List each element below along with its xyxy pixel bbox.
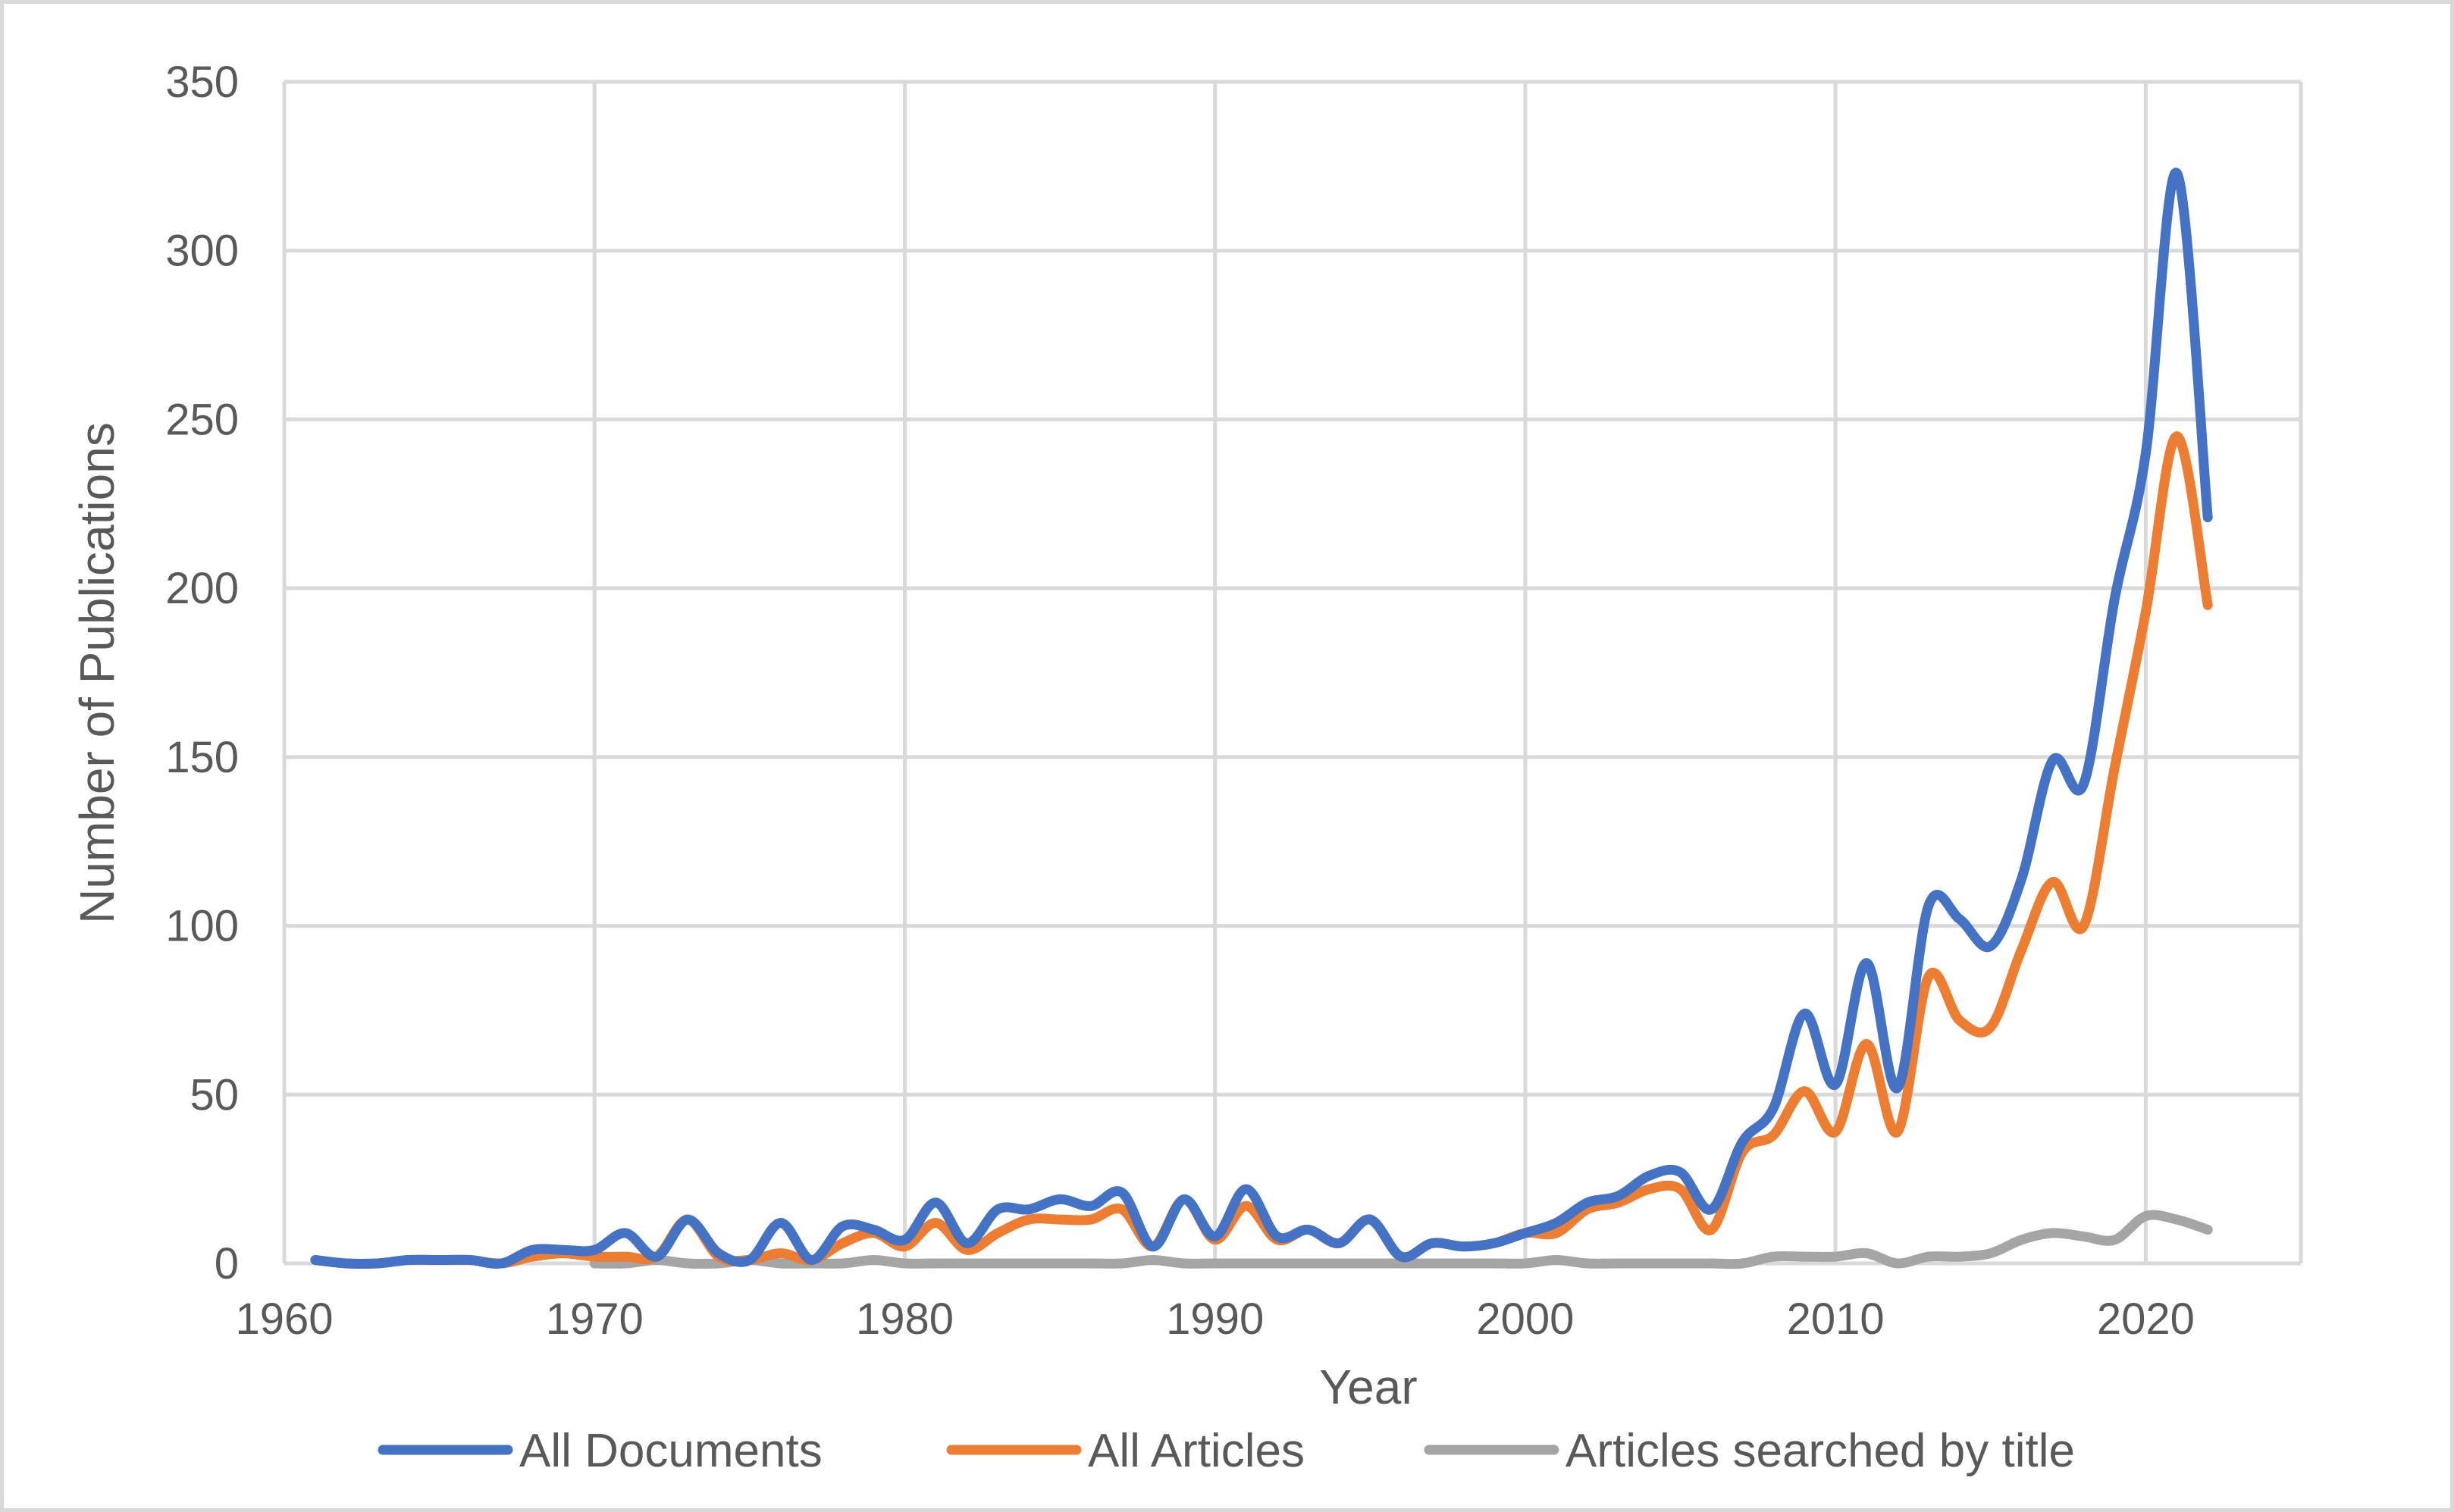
- legend-label-all-articles: All Articles: [1088, 1425, 1305, 1477]
- series-lines: [310, 167, 2213, 1269]
- series-line-articles-searched-by-title: [589, 1210, 2213, 1269]
- y-tick-label: 0: [215, 1239, 239, 1288]
- x-axis-title: Year: [1319, 1360, 1417, 1414]
- x-tick-label: 1960: [235, 1294, 333, 1344]
- x-tick-labels: 1960 1970 1980 1990 2000 2010 2020: [235, 1294, 2194, 1344]
- y-tick-labels: 0 50 100 150 200 250 300 350: [165, 58, 239, 1288]
- x-tick-label: 2010: [1787, 1294, 1885, 1344]
- series-line-all-documents: [310, 167, 2213, 1269]
- series-line-all-articles: [310, 431, 2213, 1269]
- y-tick-label: 250: [165, 395, 239, 444]
- y-tick-label: 100: [165, 902, 239, 951]
- y-tick-label: 300: [165, 227, 239, 276]
- x-tick-label: 1970: [546, 1294, 644, 1344]
- y-tick-label: 50: [190, 1070, 239, 1119]
- legend: All Documents All Articles Articles search…: [378, 1425, 2075, 1477]
- x-tick-label: 2020: [2097, 1294, 2195, 1344]
- y-tick-label: 200: [165, 564, 239, 613]
- y-tick-label: 350: [165, 58, 239, 107]
- y-axis-title: Number of Publications: [70, 422, 124, 924]
- gridlines: [282, 80, 2303, 1266]
- legend-label-all-documents: All Documents: [519, 1425, 823, 1477]
- legend-label-articles-searched-by-title: Articles searched by title: [1565, 1425, 2075, 1477]
- x-tick-label: 1980: [856, 1294, 954, 1344]
- x-tick-label: 1990: [1166, 1294, 1264, 1344]
- y-tick-label: 150: [165, 733, 239, 782]
- x-tick-label: 2000: [1476, 1294, 1574, 1344]
